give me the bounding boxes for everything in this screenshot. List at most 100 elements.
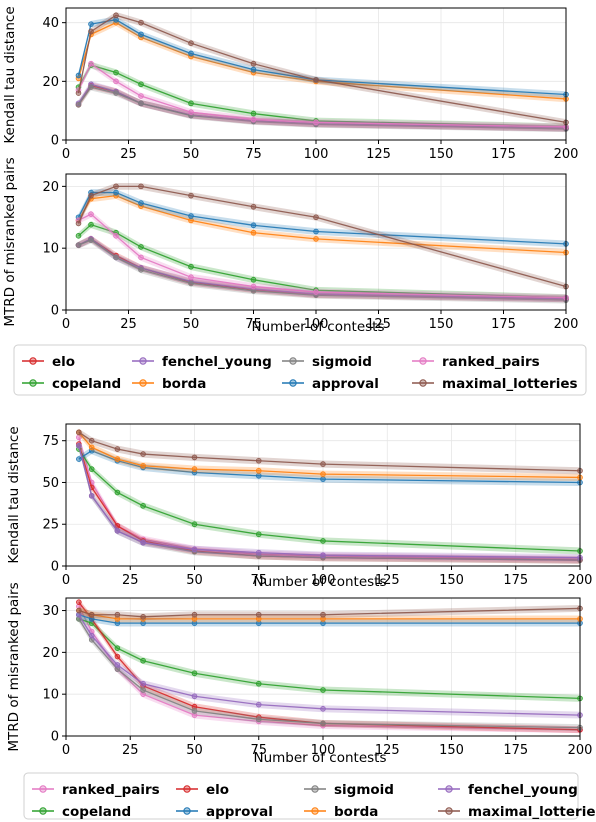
x-axis-label: Number of contests: [253, 750, 386, 766]
data-point-fenchel_young: [191, 693, 198, 700]
data-point-elo: [114, 653, 121, 660]
x-tick-label: 75: [245, 317, 262, 332]
series-line-ranked_pairs: [77, 62, 567, 128]
series-band-copeland: [78, 445, 580, 555]
legend-swatch-marker: [39, 785, 47, 793]
x-tick-label: 25: [120, 317, 137, 332]
x-tick-label: 75: [250, 743, 267, 758]
data-point-borda: [320, 471, 326, 477]
legend-swatch-marker: [29, 379, 37, 387]
legend-label: maximal_lotteries: [468, 804, 596, 820]
data-point-maximal_lotteries: [113, 183, 119, 190]
data-point-maximal_lotteries: [76, 607, 82, 614]
data-point-maximal_lotteries: [140, 614, 146, 620]
series-line-approval: [77, 191, 567, 245]
legend-swatch-marker: [29, 357, 37, 365]
series-band-maximal_lotteries: [78, 605, 580, 621]
data-point-borda: [140, 462, 146, 469]
data-point-approval: [250, 66, 257, 73]
data-point-maximal_lotteries: [188, 40, 194, 46]
data-point-copeland: [138, 244, 144, 250]
y-tick-label: 0: [51, 560, 59, 575]
legend-label: elo: [52, 354, 75, 370]
legend-label: fenchel_young: [162, 354, 272, 370]
data-point-maximal_lotteries: [188, 192, 194, 199]
data-point-fenchel_young: [191, 546, 198, 553]
y-axis-label: MTRD of misranked pairs: [6, 582, 22, 751]
data-point-copeland: [88, 466, 95, 472]
series-band-approval: [78, 447, 580, 487]
x-tick-label: 75: [245, 147, 262, 162]
x-tick-label: 200: [568, 573, 593, 588]
data-point-maximal_lotteries: [138, 19, 144, 26]
legend-item-approval: approval: [282, 376, 379, 392]
y-tick-label: 0: [51, 134, 59, 149]
series-band-borda: [78, 192, 566, 256]
data-point-fenchel_young: [76, 442, 82, 449]
legend-swatch-marker: [139, 379, 147, 387]
data-point-ranked_pairs: [313, 289, 319, 295]
series-band-borda: [78, 428, 580, 482]
data-point-borda: [313, 236, 319, 242]
x-tick-label: 200: [568, 743, 593, 758]
data-point-sigmoid: [255, 716, 262, 723]
legend-swatch-marker: [139, 357, 147, 365]
x-axis-label: Number of contests: [253, 574, 386, 590]
legend-label: approval: [206, 804, 273, 820]
chart-panel-3: 0 25 50 75 100 125 150 175 200 0 25 50 75 Kendall tau…: [6, 423, 593, 590]
series-band-fenchel_young: [78, 235, 566, 303]
series-line-borda: [77, 194, 567, 254]
y-tick-label: 30: [42, 604, 59, 619]
series-line-sigmoid: [78, 239, 567, 301]
series-line-copeland: [78, 448, 581, 552]
data-point-maximal_lotteries: [140, 451, 146, 457]
x-tick-label: 0: [62, 573, 70, 588]
y-axis-label: MTRD of misranked pairs: [2, 157, 18, 326]
data-point-ranked_pairs: [138, 254, 144, 261]
data-point-fenchel_young: [88, 632, 95, 639]
legend-bottom: ranked_pairs copeland elo approval sigmoid bo…: [23, 772, 596, 820]
legend-swatch-marker: [183, 785, 191, 793]
data-point-approval: [113, 189, 119, 196]
series-band-borda: [78, 19, 566, 103]
data-point-fenchel_young: [88, 493, 95, 499]
data-point-copeland: [140, 657, 146, 664]
x-tick-label: 150: [429, 317, 454, 332]
legend-swatch-marker: [311, 807, 319, 815]
data-point-approval: [188, 50, 194, 57]
series-band-elo: [78, 82, 566, 132]
data-point-maximal_lotteries: [255, 611, 262, 618]
data-point-maximal_lotteries: [88, 611, 95, 618]
data-point-fenchel_young: [255, 701, 262, 708]
x-tick-label: 150: [439, 743, 464, 758]
legend-item-borda: borda: [132, 376, 206, 392]
data-point-copeland: [250, 110, 257, 117]
series-line-sigmoid: [77, 86, 567, 130]
data-point-approval: [138, 200, 144, 206]
legend-item-ranked_pairs: ranked_pairs: [412, 354, 540, 370]
data-point-sigmoid: [75, 102, 82, 108]
series-line-fenchel_young: [78, 238, 567, 300]
x-tick-label: 150: [429, 147, 454, 162]
data-point-copeland: [255, 531, 262, 538]
data-point-sigmoid: [320, 720, 326, 727]
data-point-approval: [88, 21, 94, 27]
y-tick-label: 10: [42, 688, 59, 703]
data-point-copeland: [114, 645, 121, 651]
data-point-copeland: [191, 670, 198, 677]
legend-item-elo: elo: [176, 782, 229, 798]
legend-item-fenchel_young: fenchel_young: [132, 354, 272, 370]
series-line-maximal_lotteries: [78, 607, 581, 618]
data-point-fenchel_young: [255, 549, 262, 556]
data-point-copeland: [138, 81, 144, 88]
data-point-copeland: [320, 538, 326, 544]
y-tick-label: 0: [51, 304, 59, 319]
series-line-ranked_pairs: [78, 606, 581, 731]
y-axis-label: Kendall tau distance: [2, 6, 18, 143]
data-point-approval: [138, 31, 144, 38]
data-point-copeland: [114, 489, 121, 496]
chart-panel-2: 0 25 50 75 100 125 150 175 200 0 10 20 MTRD of misra…: [2, 157, 578, 335]
legend-frame: [23, 772, 579, 820]
y-tick-label: 20: [42, 180, 59, 195]
